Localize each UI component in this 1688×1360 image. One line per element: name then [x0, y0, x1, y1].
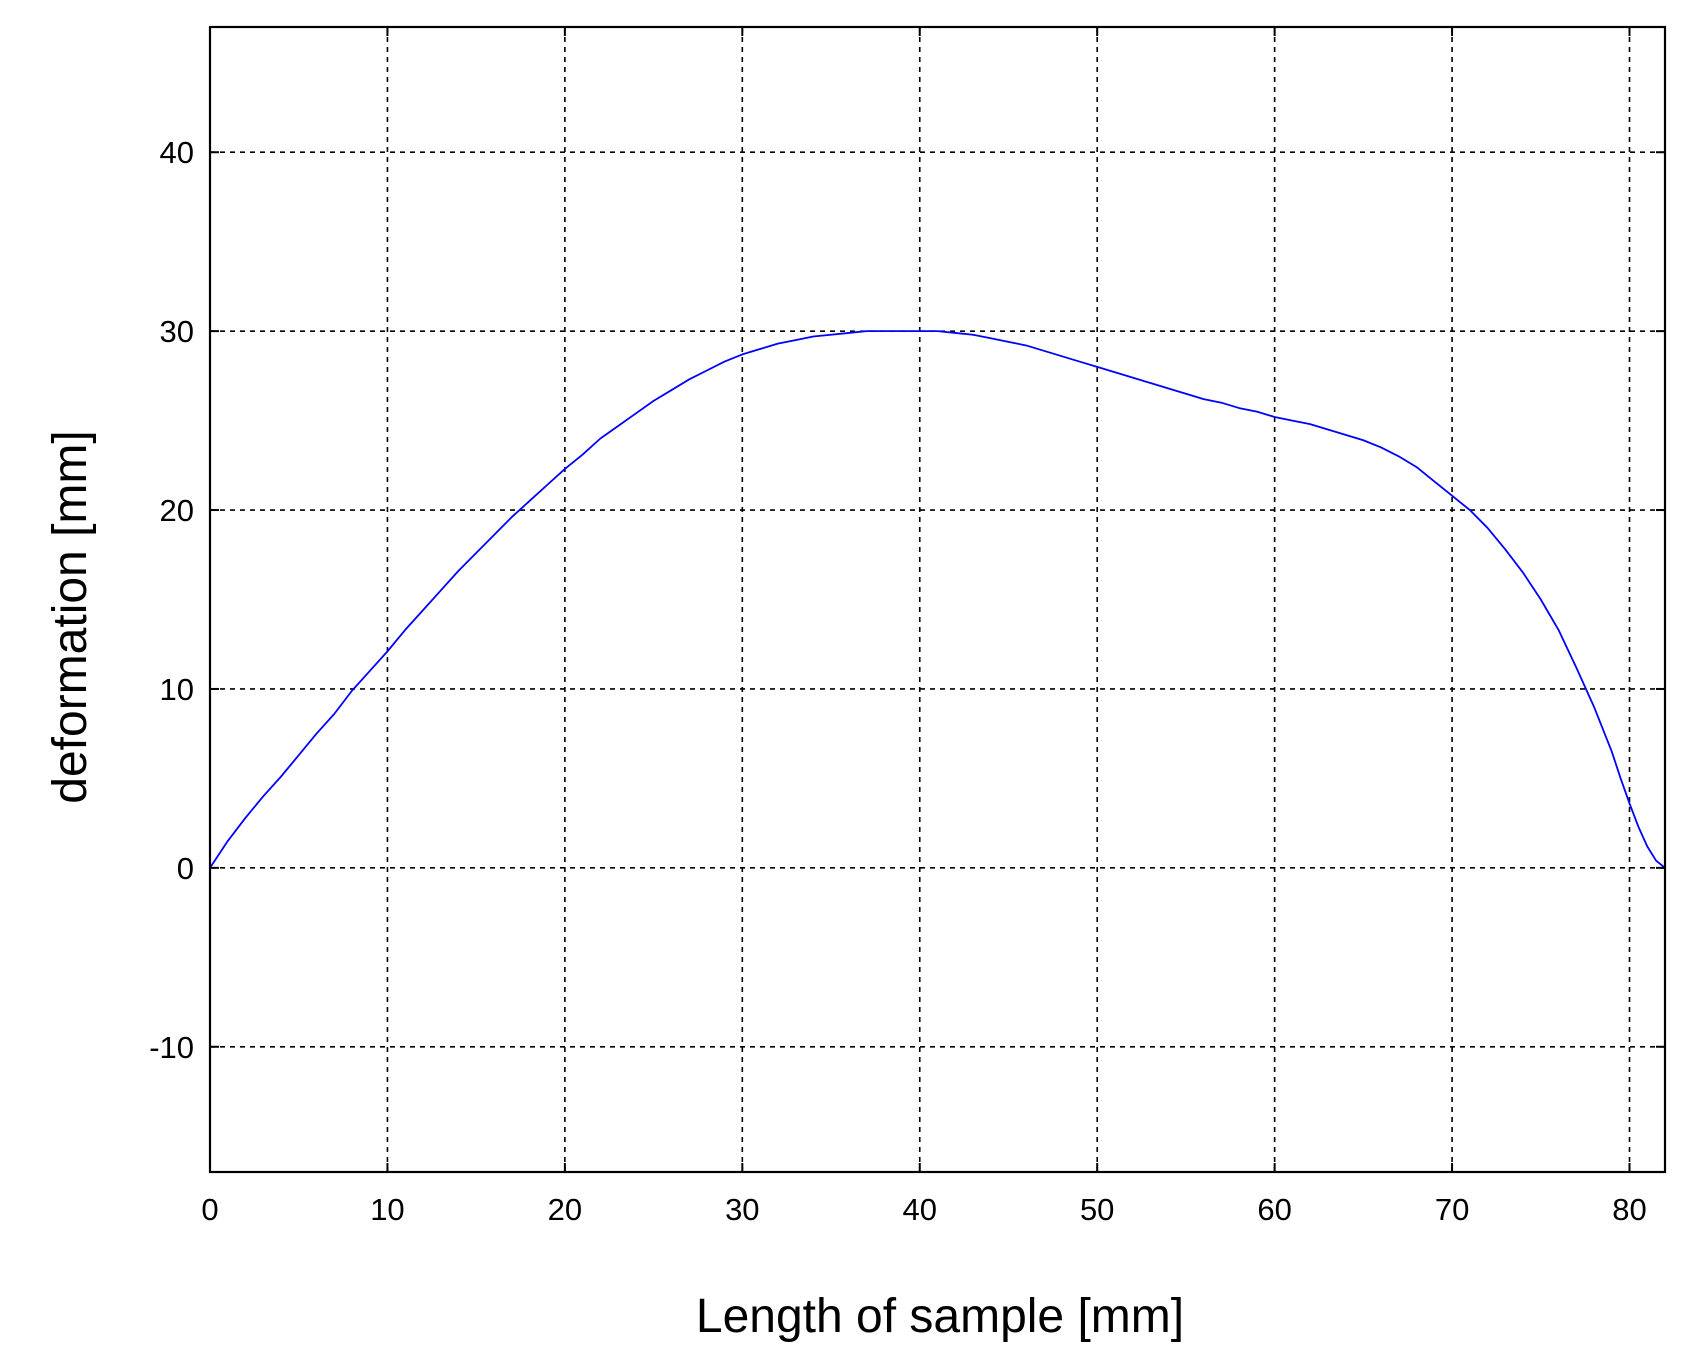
plot-area-border — [208, 25, 1667, 1174]
plot-frame — [208, 25, 1667, 1174]
y-tick-label: 20 — [160, 493, 194, 528]
deformation-series-line — [209, 330, 1666, 869]
x-tick-label: 40 — [903, 1192, 937, 1227]
x-tick-label: 30 — [725, 1192, 759, 1227]
y-tick-label: 40 — [160, 135, 194, 170]
x-tick-label: 0 — [201, 1192, 218, 1227]
x-tick-labels: 0 10 20 30 40 50 60 70 80 — [201, 1192, 1646, 1227]
x-tick-label: 20 — [548, 1192, 582, 1227]
series-layer — [209, 330, 1666, 869]
x-tick-label: 60 — [1257, 1192, 1291, 1227]
y-tick-label: -10 — [149, 1030, 194, 1065]
x-tick-label: 80 — [1612, 1192, 1646, 1227]
grid-lines — [210, 27, 1665, 1172]
y-tick-label: 30 — [160, 314, 194, 349]
x-tick-label: 10 — [370, 1192, 404, 1227]
y-axis-title: deformation [mm] — [44, 430, 97, 803]
x-tick-label: 50 — [1080, 1192, 1114, 1227]
x-axis-title: Length of sample [mm] — [696, 1290, 1184, 1343]
y-tick-label: 10 — [160, 672, 194, 707]
y-tick-label: 0 — [177, 851, 194, 886]
x-tick-label: 70 — [1435, 1192, 1469, 1227]
y-tick-labels: -10 0 10 20 30 40 — [149, 135, 194, 1065]
